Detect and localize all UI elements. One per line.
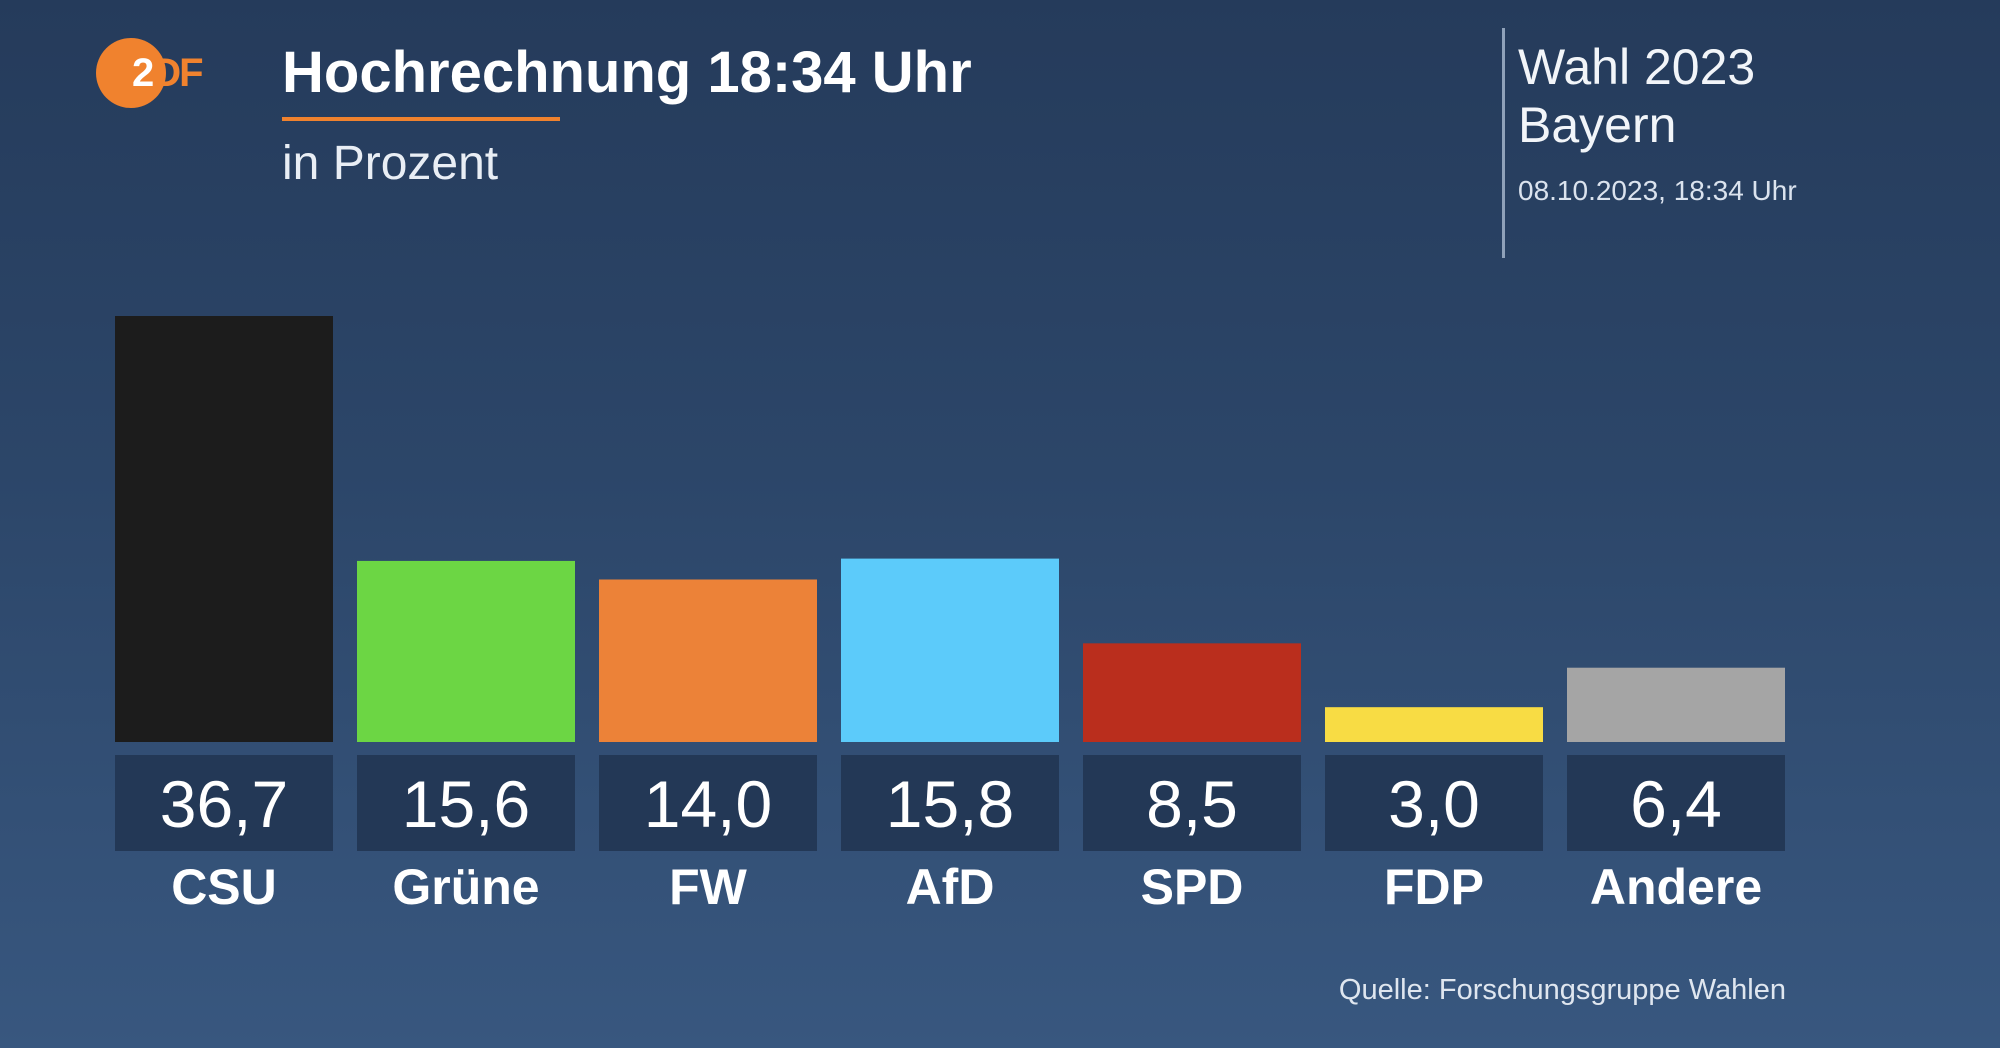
- category-label-4: SPD: [1141, 859, 1244, 915]
- value-label-3: 15,8: [886, 767, 1014, 841]
- zdf-logo: 2DF: [96, 38, 226, 110]
- value-label-6: 6,4: [1630, 767, 1722, 841]
- bar-4: [1083, 643, 1301, 742]
- category-label-0: CSU: [171, 859, 277, 915]
- value-box-2: [599, 755, 817, 851]
- value-label-4: 8,5: [1146, 767, 1238, 841]
- chart-subtitle: in Prozent: [282, 137, 499, 190]
- zdf-logo-circle: [96, 38, 166, 108]
- value-box-3: [841, 755, 1059, 851]
- bar-0: [115, 316, 333, 742]
- bar-1: [357, 560, 575, 742]
- header-divider: [1502, 28, 1505, 258]
- bar-6: [1567, 667, 1785, 742]
- election-info: Wahl 2023 Bayern 08.10.2023, 18:34 Uhr: [1518, 38, 1978, 208]
- value-box-1: [357, 755, 575, 851]
- value-label-1: 15,6: [402, 767, 530, 841]
- value-label-2: 14,0: [644, 767, 772, 841]
- bar-2: [599, 579, 817, 742]
- value-box-0: [115, 755, 333, 851]
- value-label-5: 3,0: [1388, 767, 1480, 841]
- title-underline: [282, 117, 560, 121]
- election-name: Wahl 2023: [1518, 39, 1756, 95]
- zdf-logo-text: 2DF: [132, 51, 204, 95]
- category-label-5: FDP: [1384, 859, 1484, 915]
- chart-title: Hochrechnung 18:34 Uhr: [282, 40, 972, 105]
- category-label-1: Grüne: [392, 859, 539, 915]
- source-note: Quelle: Forschungsgruppe Wahlen: [1338, 974, 1786, 1006]
- election-region: Bayern: [1518, 97, 1677, 153]
- category-label-3: AfD: [906, 859, 995, 915]
- value-label-0: 36,7: [160, 767, 288, 841]
- election-timestamp: 08.10.2023, 18:34 Uhr: [1518, 175, 1797, 206]
- value-box-5: [1325, 755, 1543, 851]
- value-box-4: [1083, 755, 1301, 851]
- category-label-6: Andere: [1590, 859, 1762, 915]
- value-box-6: [1567, 755, 1785, 851]
- category-label-2: FW: [669, 859, 748, 915]
- bar-5: [1325, 707, 1543, 742]
- bar-3: [841, 558, 1059, 742]
